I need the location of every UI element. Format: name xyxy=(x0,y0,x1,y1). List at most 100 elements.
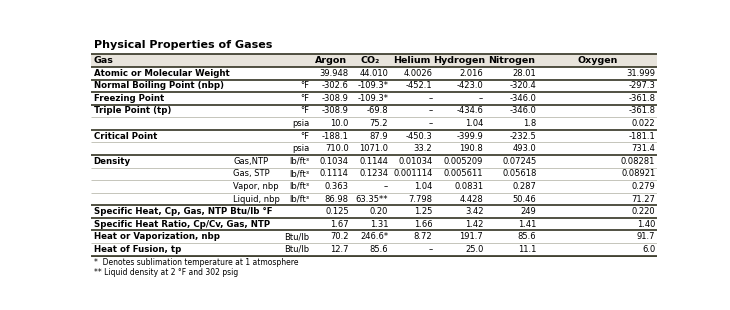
Text: 44.010: 44.010 xyxy=(359,69,388,78)
Text: 0.125: 0.125 xyxy=(325,207,349,216)
Text: 0.07245: 0.07245 xyxy=(502,157,537,166)
Text: -109.3*: -109.3* xyxy=(357,94,388,103)
Text: -181.1: -181.1 xyxy=(629,132,656,141)
Text: 28.01: 28.01 xyxy=(512,69,537,78)
Text: 0.005209: 0.005209 xyxy=(444,157,483,166)
Bar xyxy=(91,54,657,67)
Text: lb/ft³: lb/ft³ xyxy=(289,182,309,191)
Text: Atomic or Molecular Weight: Atomic or Molecular Weight xyxy=(93,69,229,78)
Text: 39.948: 39.948 xyxy=(320,69,349,78)
Text: -361.8: -361.8 xyxy=(629,106,656,116)
Text: 7.798: 7.798 xyxy=(408,194,432,204)
Text: 0.001114: 0.001114 xyxy=(393,169,432,178)
Text: Vapor, nbp: Vapor, nbp xyxy=(234,182,279,191)
Text: lb/ft³: lb/ft³ xyxy=(289,194,309,204)
Text: Heat or Vaporization, nbp: Heat or Vaporization, nbp xyxy=(93,232,220,241)
Text: 1.04: 1.04 xyxy=(465,119,483,128)
Text: -399.9: -399.9 xyxy=(456,132,483,141)
Text: *  Denotes sublimation temperature at 1 atmosphere: * Denotes sublimation temperature at 1 a… xyxy=(93,258,298,267)
Text: Triple Point (tp): Triple Point (tp) xyxy=(93,106,171,116)
Text: 0.0831: 0.0831 xyxy=(454,182,483,191)
Text: 0.363: 0.363 xyxy=(325,182,349,191)
Text: 1.04: 1.04 xyxy=(414,182,432,191)
Text: 0.1114: 0.1114 xyxy=(320,169,349,178)
Text: ** Liquid density at 2 °F and 302 psig: ** Liquid density at 2 °F and 302 psig xyxy=(93,268,238,277)
Text: 1.66: 1.66 xyxy=(414,220,432,229)
Text: -450.3: -450.3 xyxy=(406,132,432,141)
Text: 8.72: 8.72 xyxy=(414,232,432,241)
Text: 4.0026: 4.0026 xyxy=(404,69,432,78)
Text: 31.999: 31.999 xyxy=(626,69,656,78)
Text: –: – xyxy=(429,106,432,116)
Text: °F: °F xyxy=(300,106,309,116)
Text: 0.01034: 0.01034 xyxy=(398,157,432,166)
Text: 0.279: 0.279 xyxy=(631,182,656,191)
Text: psia: psia xyxy=(292,119,309,128)
Text: lb/ft³: lb/ft³ xyxy=(289,169,309,178)
Text: -188.1: -188.1 xyxy=(322,132,349,141)
Text: -297.3: -297.3 xyxy=(629,81,656,90)
Text: Normal Boiling Point (nbp): Normal Boiling Point (nbp) xyxy=(93,81,223,90)
Text: 1.31: 1.31 xyxy=(370,220,388,229)
Text: Gas: Gas xyxy=(93,56,113,65)
Text: 191.7: 191.7 xyxy=(460,232,483,241)
Text: 0.1144: 0.1144 xyxy=(359,157,388,166)
Text: Freezing Point: Freezing Point xyxy=(93,94,164,103)
Text: 731.4: 731.4 xyxy=(631,144,656,153)
Text: 1.25: 1.25 xyxy=(414,207,432,216)
Text: 1.42: 1.42 xyxy=(465,220,483,229)
Text: Oxygen: Oxygen xyxy=(577,56,618,65)
Text: Physical Properties of Gases: Physical Properties of Gases xyxy=(93,40,272,50)
Text: Helium: Helium xyxy=(393,56,431,65)
Text: Btu/lb: Btu/lb xyxy=(284,232,309,241)
Text: 0.08281: 0.08281 xyxy=(621,157,656,166)
Text: 71.27: 71.27 xyxy=(631,194,656,204)
Text: -346.0: -346.0 xyxy=(510,94,537,103)
Text: –: – xyxy=(429,94,432,103)
Text: -452.1: -452.1 xyxy=(406,81,432,90)
Text: Gas, STP: Gas, STP xyxy=(234,169,270,178)
Text: Critical Point: Critical Point xyxy=(93,132,157,141)
Text: Btu/lb: Btu/lb xyxy=(284,245,309,254)
Text: 2.016: 2.016 xyxy=(460,69,483,78)
Text: 4.428: 4.428 xyxy=(460,194,483,204)
Text: -346.0: -346.0 xyxy=(510,106,537,116)
Text: °F: °F xyxy=(300,81,309,90)
Text: 1.40: 1.40 xyxy=(637,220,656,229)
Text: –: – xyxy=(429,245,432,254)
Text: -232.5: -232.5 xyxy=(510,132,537,141)
Text: 10.0: 10.0 xyxy=(330,119,349,128)
Text: 1.67: 1.67 xyxy=(330,220,349,229)
Text: 25.0: 25.0 xyxy=(465,245,483,254)
Text: -434.6: -434.6 xyxy=(456,106,483,116)
Text: 493.0: 493.0 xyxy=(512,144,537,153)
Text: 1071.0: 1071.0 xyxy=(359,144,388,153)
Text: Heat of Fusion, tp: Heat of Fusion, tp xyxy=(93,245,181,254)
Text: -308.9: -308.9 xyxy=(322,94,349,103)
Text: 0.20: 0.20 xyxy=(370,207,388,216)
Text: Specific Heat, Cp, Gas, NTP Btu/lb °F: Specific Heat, Cp, Gas, NTP Btu/lb °F xyxy=(93,207,272,216)
Text: 1.8: 1.8 xyxy=(523,119,537,128)
Text: 190.8: 190.8 xyxy=(460,144,483,153)
Text: 0.1034: 0.1034 xyxy=(320,157,349,166)
Text: 3.42: 3.42 xyxy=(465,207,483,216)
Text: 0.05618: 0.05618 xyxy=(502,169,537,178)
Text: 91.7: 91.7 xyxy=(637,232,656,241)
Text: CO₂: CO₂ xyxy=(361,56,380,65)
Text: 87.9: 87.9 xyxy=(369,132,388,141)
Text: 0.287: 0.287 xyxy=(512,182,537,191)
Text: –: – xyxy=(384,182,388,191)
Text: -109.3*: -109.3* xyxy=(357,81,388,90)
Text: -302.6: -302.6 xyxy=(322,81,349,90)
Text: 1.41: 1.41 xyxy=(518,220,537,229)
Text: 85.6: 85.6 xyxy=(518,232,537,241)
Text: Density: Density xyxy=(93,157,131,166)
Text: 0.08921: 0.08921 xyxy=(621,169,656,178)
Text: 75.2: 75.2 xyxy=(370,119,388,128)
Text: 710.0: 710.0 xyxy=(325,144,349,153)
Text: lb/ft³: lb/ft³ xyxy=(289,157,309,166)
Text: 0.005611: 0.005611 xyxy=(444,169,483,178)
Text: psia: psia xyxy=(292,144,309,153)
Text: °F: °F xyxy=(300,94,309,103)
Text: 12.7: 12.7 xyxy=(330,245,349,254)
